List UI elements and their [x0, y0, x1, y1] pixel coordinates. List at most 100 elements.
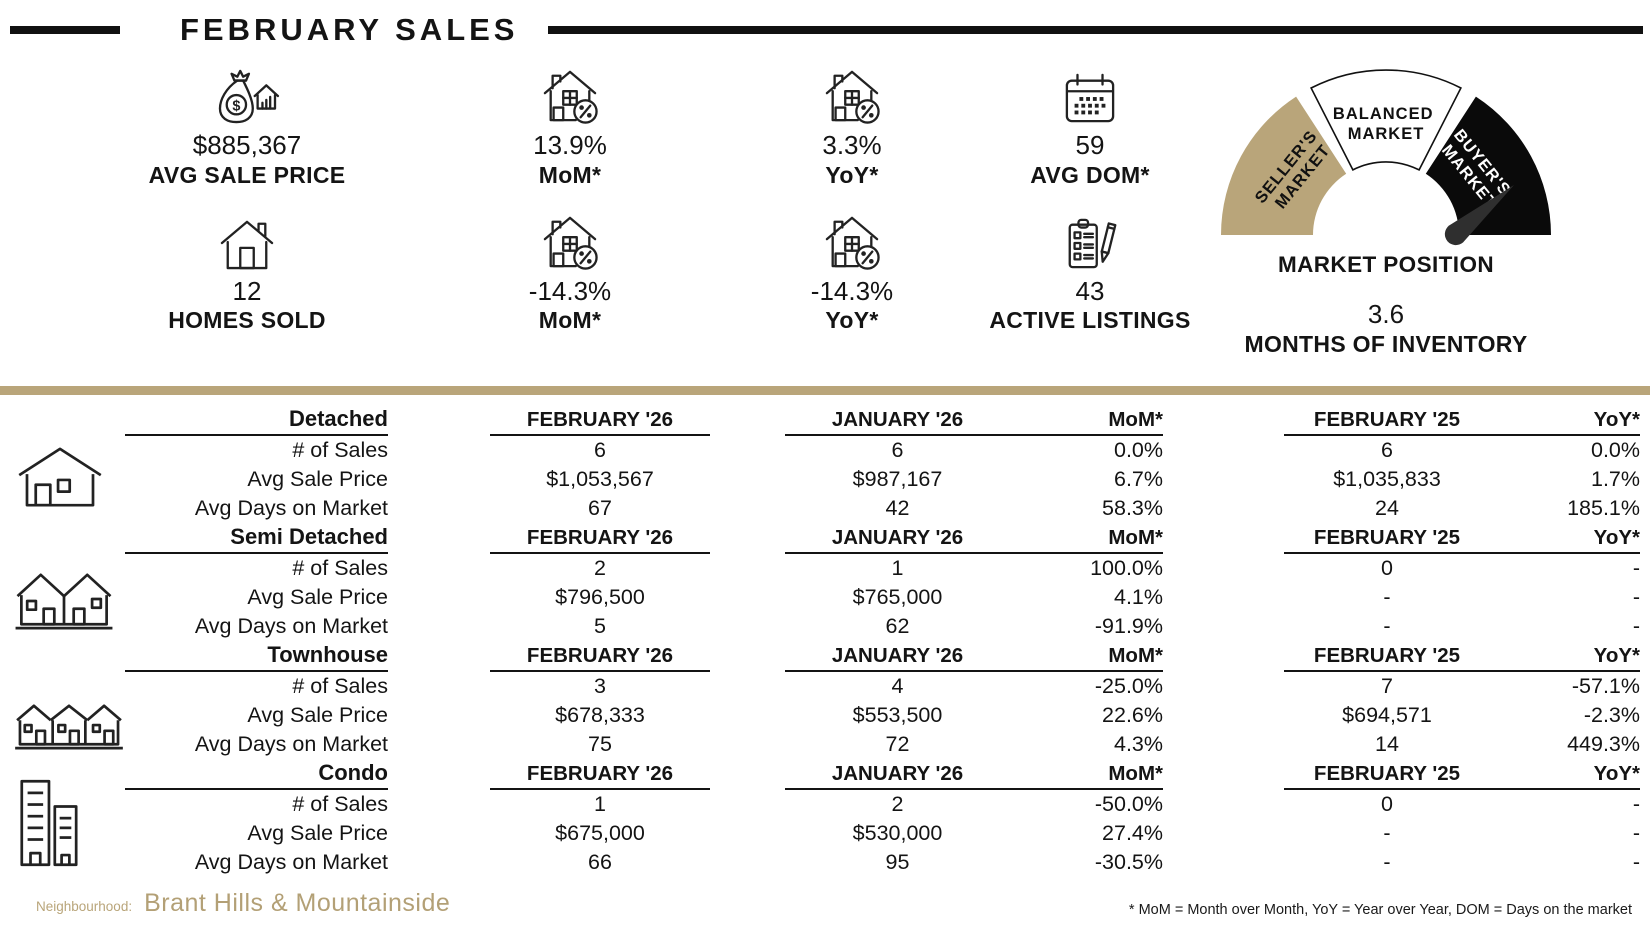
stat-value: 43: [1075, 275, 1105, 306]
cell-value: 0: [1381, 792, 1393, 817]
col-yoy: YoY*: [1490, 408, 1640, 437]
table-row: Avg Days on Market 75 72 4.3% 14 449.3%: [0, 728, 1640, 757]
section-title: Detached: [125, 406, 388, 437]
calendar-icon: [1062, 68, 1118, 124]
table-row: Avg Sale Price $796,500 $765,000 4.1% - …: [0, 581, 1640, 610]
cell-value: -50.0%: [1094, 792, 1163, 817]
stats-section: $ $885,367 AVG SALE PRICE: [0, 68, 1650, 368]
cell-value: 95: [885, 850, 910, 875]
col-yoy: YoY*: [1490, 526, 1640, 555]
gold-divider: [0, 386, 1650, 395]
cell-value: 7: [1381, 674, 1393, 699]
footnote: * MoM = Month over Month, YoY = Year ove…: [1128, 902, 1632, 918]
stat-label: MoM*: [538, 307, 602, 334]
cell-value: 4.1%: [1113, 585, 1163, 610]
gauge-segment-buyers: [1425, 96, 1551, 235]
cell-value: 42: [885, 496, 910, 521]
cell-value: $675,000: [555, 821, 645, 846]
table-row: # of Sales 2 1 100.0% 0 -: [0, 552, 1640, 581]
masthead: FEBRUARY SALES: [0, 12, 1650, 48]
svg-text:$: $: [232, 98, 240, 114]
col-jan26: JANUARY '26: [785, 408, 1010, 437]
cell-value: -: [1632, 585, 1640, 610]
row-label: # of Sales: [292, 792, 388, 817]
stat-value: -14.3%: [810, 275, 894, 306]
cell-value: 22.6%: [1102, 703, 1163, 728]
table-section-semi-detached: Semi Detached FEBRUARY '26 JANUARY '26 M…: [0, 521, 1650, 639]
stat-value: 3.6: [1367, 299, 1405, 329]
table-section-condo: Condo FEBRUARY '26 JANUARY '26 MoM* FEBR…: [0, 757, 1650, 875]
table-row: Avg Days on Market 5 62 -91.9% - -: [0, 610, 1640, 639]
cell-value: 2: [891, 792, 904, 817]
stat-price-yoy: 3.3% YoY*: [737, 68, 967, 188]
cell-value: 75: [588, 732, 612, 757]
row-label: Avg Days on Market: [194, 496, 388, 521]
col-mom: MoM*: [1010, 526, 1163, 555]
table-header-row: Townhouse FEBRUARY '26 JANUARY '26 MoM* …: [0, 642, 1640, 673]
table-header-row: Condo FEBRUARY '26 JANUARY '26 MoM* FEBR…: [0, 760, 1640, 791]
cell-value: 6: [594, 438, 606, 463]
cell-value: -: [1632, 850, 1640, 875]
stat-value: 3.3%: [822, 130, 882, 160]
clipboard-pencil-icon: [1062, 214, 1118, 270]
table-header-row: Detached FEBRUARY '26 JANUARY '26 MoM* F…: [0, 406, 1640, 437]
section-title: Townhouse: [125, 642, 388, 673]
row-label: Avg Sale Price: [247, 585, 388, 610]
townhouse-icon: [14, 701, 124, 751]
cell-value: 6.7%: [1113, 467, 1163, 492]
market-position-gauge: SELLER'S MARKET BALANCED MARKET BUYER'S …: [1208, 68, 1564, 357]
cell-value: 3: [594, 674, 606, 699]
cell-value: -: [1383, 850, 1391, 875]
cell-value: 6: [891, 438, 904, 463]
house-percent-icon: [541, 214, 599, 270]
row-label: Avg Sale Price: [247, 703, 388, 728]
table-row: Avg Sale Price $675,000 $530,000 27.4% -…: [0, 817, 1640, 846]
row-label: Avg Days on Market: [194, 732, 388, 757]
cell-value: 0: [1381, 556, 1393, 581]
col-feb26: FEBRUARY '26: [490, 408, 710, 437]
cell-value: 27.4%: [1102, 821, 1163, 846]
stat-value: 59: [1075, 130, 1105, 160]
col-feb26: FEBRUARY '26: [490, 644, 710, 673]
cell-value: 72: [885, 732, 910, 757]
sales-table: Detached FEBRUARY '26 JANUARY '26 MoM* F…: [0, 403, 1650, 875]
neighbourhood-label: Neighbourhood:: [36, 899, 133, 914]
stat-label: MONTHS OF INVENTORY: [1244, 330, 1528, 357]
cell-value: -2.3%: [1583, 703, 1640, 728]
cell-value: $1,053,567: [546, 467, 654, 492]
cell-value: 4.3%: [1113, 732, 1163, 757]
cell-value: 2: [594, 556, 606, 581]
row-label: # of Sales: [292, 674, 388, 699]
gauge-needle: [1444, 185, 1514, 246]
table-section-townhouse: Townhouse FEBRUARY '26 JANUARY '26 MoM* …: [0, 639, 1650, 757]
stat-avg-sale-price: $ $885,367 AVG SALE PRICE: [97, 68, 397, 188]
section-title: Condo: [125, 760, 388, 791]
col-feb25: FEBRUARY '25: [1284, 408, 1490, 437]
col-feb26: FEBRUARY '26: [490, 762, 710, 791]
stat-value: -14.3%: [528, 275, 612, 306]
col-mom: MoM*: [1010, 408, 1163, 437]
detached-house-icon: [14, 445, 106, 511]
cell-value: $553,500: [852, 703, 943, 728]
cell-value: $987,167: [852, 467, 943, 492]
table-row: Avg Sale Price $678,333 $553,500 22.6% $…: [0, 699, 1640, 728]
cell-value: 14: [1375, 732, 1399, 757]
row-label: Avg Days on Market: [194, 850, 388, 875]
cell-value: $694,571: [1342, 703, 1432, 728]
stat-months-of-inventory: 3.6 MONTHS OF INVENTORY: [1208, 300, 1564, 357]
stat-label: ACTIVE LISTINGS: [989, 307, 1191, 334]
cell-value: -: [1632, 614, 1640, 639]
table-row: Avg Days on Market 67 42 58.3% 24 185.1%: [0, 492, 1640, 521]
table-header-row: Semi Detached FEBRUARY '26 JANUARY '26 M…: [0, 524, 1640, 555]
stat-label: AVG SALE PRICE: [148, 161, 346, 188]
stat-avg-dom: 59 AVG DOM*: [970, 68, 1210, 188]
cell-value: 58.3%: [1102, 496, 1163, 521]
cell-value: -91.9%: [1094, 614, 1163, 639]
stats-row-2: 12 HOMES SOLD: [0, 214, 1650, 334]
stat-price-mom: 13.9% MoM*: [430, 68, 710, 188]
cell-value: $796,500: [555, 585, 645, 610]
stat-label: AVG DOM*: [1030, 161, 1150, 188]
cell-value: 1.7%: [1590, 467, 1640, 492]
cell-value: -: [1632, 821, 1640, 846]
cell-value: 449.3%: [1567, 732, 1640, 757]
